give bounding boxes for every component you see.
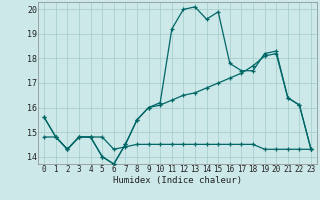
X-axis label: Humidex (Indice chaleur): Humidex (Indice chaleur) <box>113 176 242 185</box>
